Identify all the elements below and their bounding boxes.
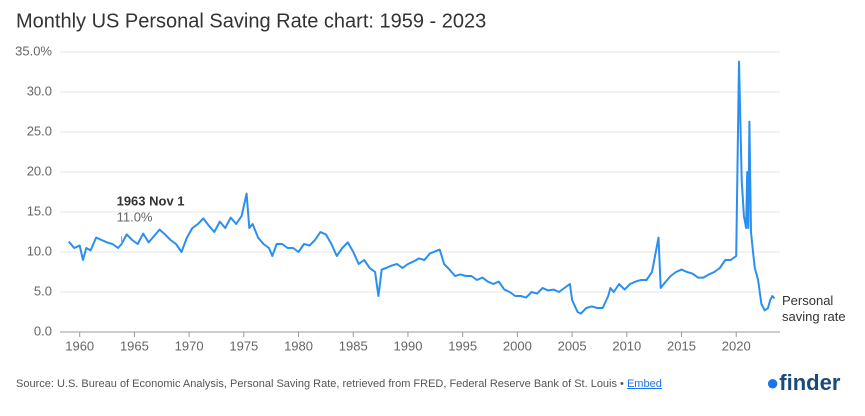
embed-link[interactable]: Embed [626, 378, 662, 390]
logo: ●finder [766, 370, 841, 395]
chart-title: Monthly US Personal Saving Rate chart: 1… [16, 10, 486, 32]
y-tick-label: 25.0 [27, 123, 52, 138]
y-tick-label: 15.0 [27, 203, 52, 218]
series-line [68, 60, 776, 315]
x-tick-label: 1995 [448, 338, 477, 353]
x-tick-label: 1965 [120, 338, 149, 353]
y-tick-label: 30.0 [27, 83, 52, 98]
x-tick-label: 1980 [284, 338, 313, 353]
y-tick-label: 10.0 [27, 243, 52, 258]
x-tick-label: 2000 [503, 338, 532, 353]
y-tick-label: 20.0 [27, 163, 52, 178]
source-text: Source: U.S. Bureau of Economic Analysis… [16, 378, 617, 390]
x-tick-label: 1970 [175, 338, 204, 353]
y-tick-label: 5.0 [34, 283, 52, 298]
logo-text: finder [779, 370, 841, 395]
x-tick-label: 1985 [339, 338, 368, 353]
annotation-value: 11.0% [117, 209, 153, 224]
x-tick-label: 1975 [229, 338, 258, 353]
x-tick-label: 1960 [65, 338, 94, 353]
y-tick-label: 35.0% [15, 43, 52, 58]
x-tick-label: 2010 [612, 338, 641, 353]
x-tick-label: 2015 [667, 338, 696, 353]
series-label: Personal saving rate [782, 293, 846, 324]
x-tick-label: 2005 [558, 338, 587, 353]
x-tick-label: 2020 [722, 338, 751, 353]
source: Source: U.S. Bureau of Economic Analysis… [16, 378, 662, 390]
annotation-label: 1963 Nov 1 [117, 193, 185, 208]
y-tick-label: 0.0 [34, 323, 52, 338]
x-tick-label: 1990 [394, 338, 423, 353]
